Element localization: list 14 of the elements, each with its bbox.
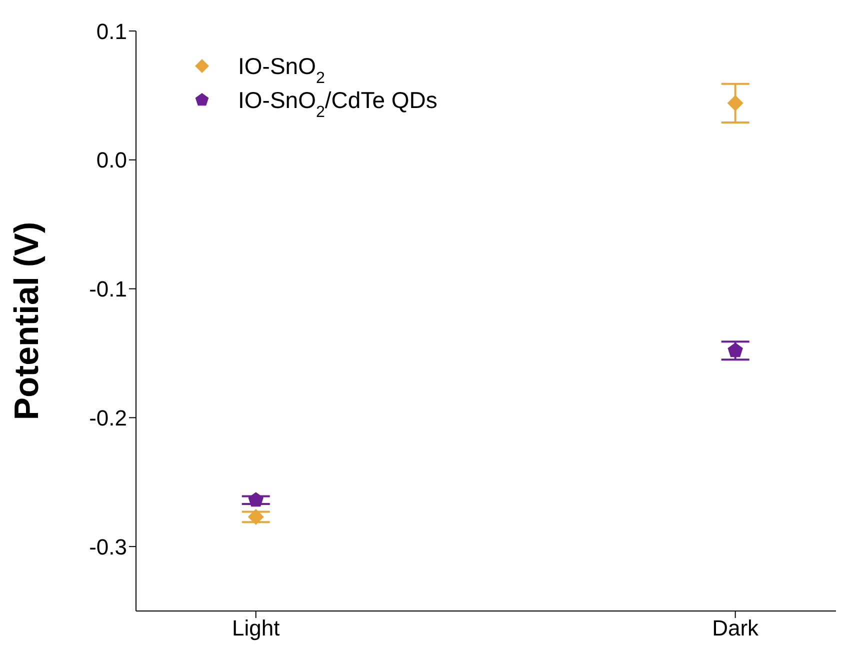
y-tick-label: 0.0: [96, 148, 127, 173]
y-axis-title: Potential (V): [8, 222, 46, 420]
point: [728, 342, 743, 358]
point: [727, 95, 744, 112]
y-tick-label: 0.1: [96, 18, 127, 44]
x-tick-label: Dark: [712, 616, 760, 641]
legend-label: IO-SnO$_{2}$/CdTe QDs: [238, 87, 438, 121]
y-tick-label: -0.1: [89, 276, 127, 302]
point: [248, 492, 264, 507]
legend-label: IO-SnO$_{2}$: [238, 53, 325, 87]
point: [248, 508, 264, 525]
x-tick-label: Light: [232, 616, 280, 641]
y-tick-label: -0.2: [89, 405, 127, 430]
y-tick-label: -0.3: [89, 534, 127, 560]
